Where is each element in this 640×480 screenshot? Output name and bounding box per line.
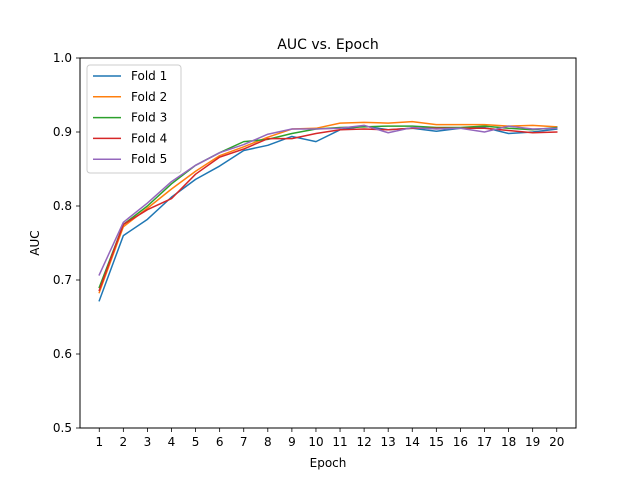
x-tick-label: 19: [525, 435, 540, 449]
legend: Fold 1 Fold 2 Fold 3 Fold 4 Fold 5: [86, 64, 182, 174]
x-tick-label: 20: [549, 435, 564, 449]
series-line-fold-5: [98, 124, 558, 276]
y-tick-label: 1.0: [53, 51, 72, 65]
y-tick-label: 0.9: [53, 125, 72, 139]
x-tick-label: 11: [332, 435, 347, 449]
x-tick-label: 16: [453, 435, 468, 449]
series-line-fold-4: [98, 127, 558, 292]
x-tick-label: 10: [308, 435, 323, 449]
series-group: [98, 120, 558, 302]
legend-label-fold-3: Fold 3: [131, 111, 167, 125]
y-tick-label: 0.8: [53, 199, 72, 213]
x-tick-label: 13: [381, 435, 396, 449]
x-tick-label: 7: [240, 435, 248, 449]
x-tick-label: 4: [168, 435, 176, 449]
x-tick-label: 18: [501, 435, 516, 449]
x-axis-ticks: 1 2 3 4 5 6 7 8 9 10 11 12 13 14 15 16 17 18 19 20: [95, 428, 564, 449]
x-tick-label: 9: [288, 435, 296, 449]
y-tick-label: 0.5: [53, 421, 72, 435]
chart-title: AUC vs. Epoch: [277, 37, 378, 53]
x-tick-label: 6: [216, 435, 224, 449]
x-tick-label: 3: [144, 435, 152, 449]
x-axis-label: Epoch: [310, 456, 347, 470]
y-tick-label: 0.6: [53, 347, 72, 361]
legend-label-fold-1: Fold 1: [131, 69, 167, 83]
y-axis-ticks: 0.5 0.6 0.7 0.8 0.9 1.0: [53, 51, 80, 435]
x-tick-label: 1: [95, 435, 103, 449]
legend-box: [86, 64, 182, 174]
series-line-fold-2: [98, 120, 558, 294]
plot-frame: [79, 57, 577, 429]
x-tick-label: 8: [264, 435, 272, 449]
y-tick-label: 0.7: [53, 273, 72, 287]
x-tick-label: 5: [192, 435, 200, 449]
x-tick-label: 17: [477, 435, 492, 449]
y-axis-label: AUC: [28, 230, 42, 255]
x-tick-label: 15: [429, 435, 444, 449]
legend-label-fold-5: Fold 5: [131, 152, 167, 166]
x-tick-label: 2: [120, 435, 128, 449]
legend-label-fold-2: Fold 2: [131, 90, 167, 104]
x-tick-label: 14: [405, 435, 420, 449]
legend-label-fold-4: Fold 4: [131, 131, 167, 145]
x-tick-label: 12: [356, 435, 371, 449]
